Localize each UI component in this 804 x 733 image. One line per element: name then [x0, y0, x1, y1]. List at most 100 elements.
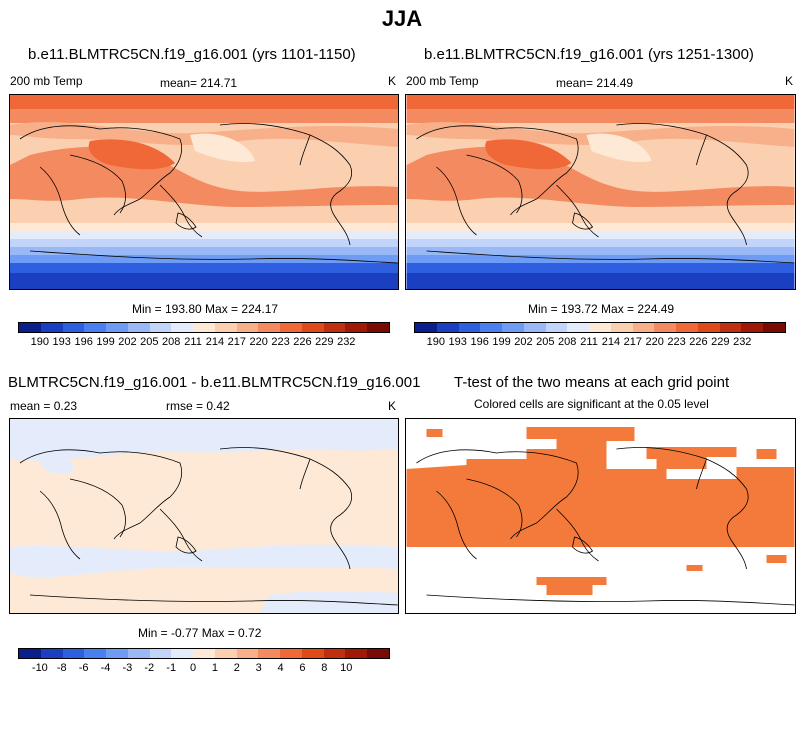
colorbar-tick: -4	[100, 662, 111, 674]
panel3-minmax: Min = -0.77 Max = 0.72	[138, 626, 262, 640]
colorbar-diff	[18, 648, 390, 659]
colorbar-tick: -2	[144, 662, 155, 674]
colorbar-tick: 229	[315, 336, 334, 348]
colorbar-tick: 214	[205, 336, 225, 348]
panel3-mean-label: mean = 0.23	[10, 399, 78, 413]
colorbar-tick: 220	[249, 336, 268, 348]
colorbar-swatch	[589, 323, 611, 332]
panel2-title: b.e11.BLMTRC5CN.f19_g16.001 (yrs 1251-13…	[424, 46, 754, 63]
colorbar-swatch	[193, 649, 215, 658]
panel2-mean-label: mean= 214.49	[556, 76, 634, 90]
colorbar-abs-right-ticks: 190 193 196 199 202 205 208 211 214 217 …	[414, 336, 786, 350]
figure-title: JJA	[381, 6, 423, 31]
colorbar-swatch	[40, 323, 63, 332]
panel3-units-label: K	[388, 399, 397, 413]
colorbar-tick: 217	[227, 336, 246, 348]
colorbar-swatch	[502, 323, 524, 332]
colorbar-tick: 190	[426, 336, 446, 348]
colorbar-tick: 211	[184, 336, 202, 348]
colorbar-swatch	[632, 323, 655, 332]
colorbar-swatch	[436, 323, 459, 332]
colorbar-tick: 232	[337, 336, 356, 348]
colorbar-tick: 229	[711, 336, 730, 348]
colorbar-swatch	[193, 323, 215, 332]
colorbar-tick: 205	[140, 336, 159, 348]
colorbar-swatch	[236, 323, 259, 332]
colorbar-swatch	[127, 649, 150, 658]
colorbar-tick: 211	[580, 336, 598, 348]
colorbar-tick: -8	[56, 662, 67, 674]
panel2-map-plot	[406, 95, 795, 289]
colorbar-tick: 193	[52, 336, 71, 348]
colorbar-swatch	[106, 323, 128, 332]
colorbar-tick: 6	[299, 662, 306, 674]
panel2-variable-label: 200 mb Temp	[406, 74, 479, 88]
colorbar-swatch	[741, 323, 764, 332]
colorbar-tick: 199	[96, 336, 115, 348]
colorbar-tick: 205	[536, 336, 555, 348]
colorbar-tick: 193	[448, 336, 467, 348]
colorbar-tick: -10	[31, 662, 48, 674]
panel2-map	[405, 94, 796, 290]
colorbar-swatch	[480, 323, 503, 332]
colorbar-tick: 0	[190, 662, 197, 674]
panel4-title: T-test of the two means at each grid poi…	[454, 374, 730, 391]
colorbar-tick: 199	[492, 336, 511, 348]
colorbar-swatch	[258, 649, 281, 658]
colorbar-swatch	[149, 649, 172, 658]
colorbar-swatch	[367, 323, 390, 332]
colorbar-tick: 10	[340, 662, 353, 674]
colorbar-swatch	[367, 649, 390, 658]
panel1-map	[9, 94, 399, 290]
panel1-units-label: K	[388, 74, 397, 88]
colorbar-swatch	[214, 323, 237, 332]
colorbar-swatch	[654, 323, 677, 332]
colorbar-swatch	[323, 323, 346, 332]
colorbar-swatch	[149, 323, 172, 332]
panel1-variable-label: 200 mb Temp	[10, 74, 83, 88]
colorbar-swatch	[258, 323, 281, 332]
significance-cells	[406, 427, 795, 595]
colorbar-tick: 226	[689, 336, 708, 348]
colorbar-tick: 196	[74, 336, 93, 348]
colorbar-swatch	[676, 323, 698, 332]
colorbar-swatch	[62, 649, 85, 658]
panel3-title: BLMTRC5CN.f19_g16.001 - b.e11.BLMTRC5CN.…	[8, 374, 421, 391]
colorbar-swatch	[280, 323, 302, 332]
panel1-map-plot	[10, 95, 398, 289]
colorbar-swatch	[19, 323, 41, 332]
colorbar-swatch	[567, 323, 590, 332]
colorbar-diff-ticks: -10 -8 -6 -4 -3 -2 -1 0 1 2 3 4 6 8 10	[18, 662, 390, 676]
colorbar-tick: 202	[514, 336, 533, 348]
colorbar-swatch	[236, 649, 259, 658]
panel1-title: b.e11.BLMTRC5CN.f19_g16.001 (yrs 1101-11…	[28, 46, 356, 63]
colorbar-tick: 217	[623, 336, 642, 348]
colorbar-swatch	[301, 323, 324, 332]
colorbar-tick: -3	[122, 662, 133, 674]
colorbar-swatch	[345, 323, 368, 332]
colorbar-tick: 226	[293, 336, 312, 348]
panel2-minmax: Min = 193.72 Max = 224.49	[528, 302, 675, 316]
colorbar-swatch	[415, 323, 437, 332]
colorbar-swatch	[323, 649, 346, 658]
colorbar-swatch	[84, 323, 107, 332]
panel4-map-plot	[406, 419, 795, 613]
colorbar-tick: -1	[166, 662, 177, 674]
colorbar-swatch	[458, 323, 481, 332]
colorbar-swatch	[345, 649, 368, 658]
colorbar-swatch	[610, 323, 633, 332]
colorbar-tick: -6	[78, 662, 89, 674]
panel2-units-label: K	[785, 74, 794, 88]
colorbar-swatch	[697, 323, 720, 332]
colorbar-tick: 202	[118, 336, 137, 348]
panel1-minmax: Min = 193.80 Max = 224.17	[132, 302, 279, 316]
colorbar-swatch	[301, 649, 324, 658]
colorbar-swatch	[763, 323, 786, 332]
panel4-map	[405, 418, 796, 614]
colorbar-tick: 2	[233, 662, 240, 674]
colorbar-swatch	[545, 323, 568, 332]
colorbar-swatch	[719, 323, 742, 332]
colorbar-tick: 4	[277, 662, 284, 674]
panel1-mean-label: mean= 214.71	[160, 76, 238, 90]
colorbar-tick: 1	[211, 662, 218, 674]
